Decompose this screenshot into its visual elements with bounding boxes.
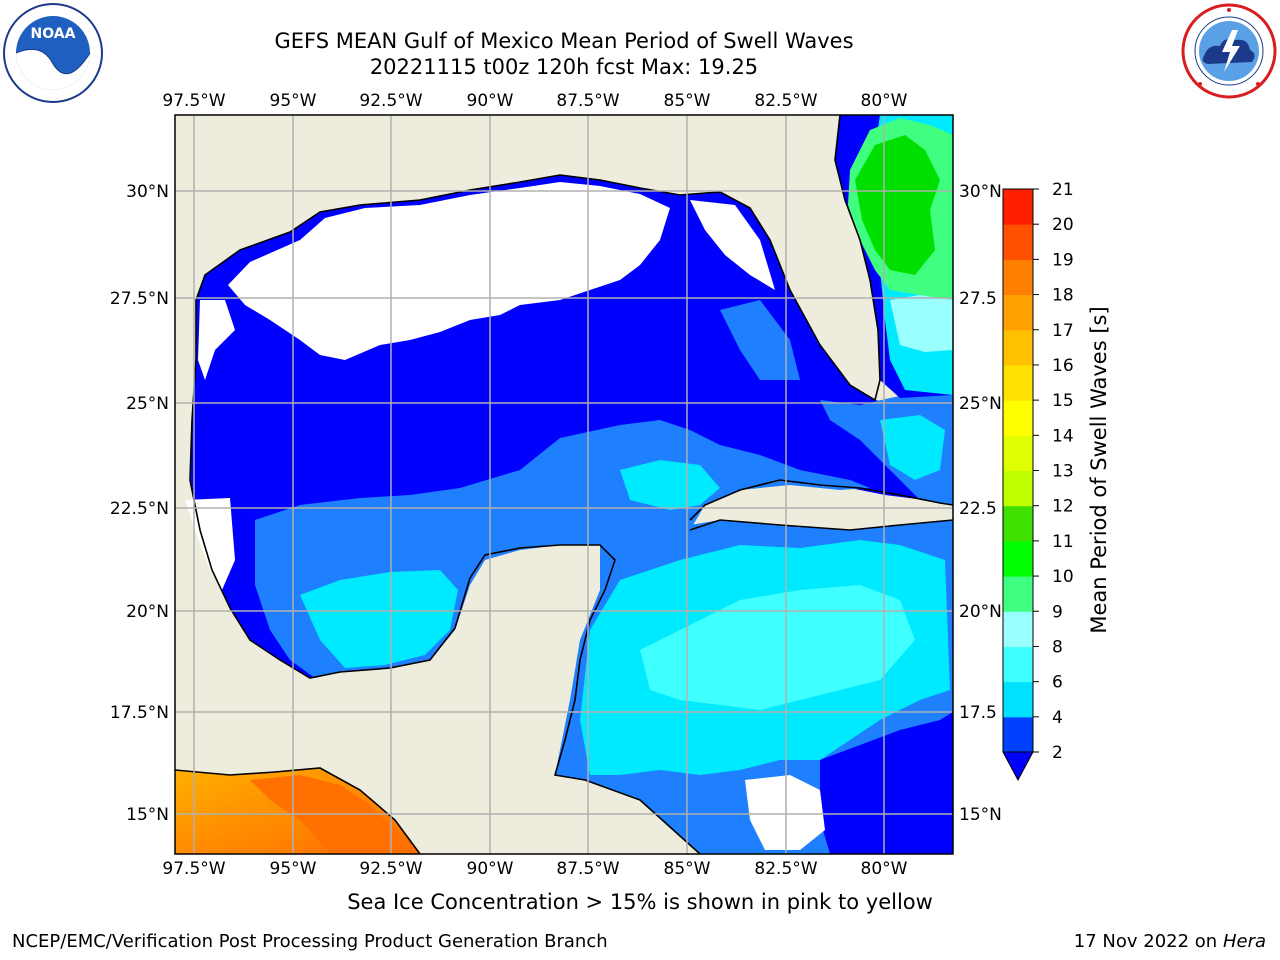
colorbar-segment: [1003, 435, 1033, 471]
sea-ice-caption: Sea Ice Concentration > 15% is shown in …: [347, 890, 933, 914]
colorbar-tick-label: 18: [1052, 286, 1074, 306]
caribbean-nodata: [745, 775, 825, 850]
atlantic-bright-green: [855, 135, 940, 275]
lon-label: 85°W: [664, 859, 711, 879]
bay-of-campeche-cyan: [300, 570, 458, 668]
colorbar-segment: [1003, 716, 1033, 753]
lon-labels-bottom: 97.5°W 95°W 92.5°W 90°W 87.5°W 85°W 82.5…: [162, 859, 907, 879]
lon-label: 90°W: [467, 91, 514, 111]
lon-label: 80°W: [861, 859, 908, 879]
colorbar-tick-label: 19: [1052, 250, 1074, 270]
lon-label: 82.5°W: [754, 91, 817, 111]
colorbar-tick-label: 20: [1052, 215, 1074, 235]
footer-date-text: 17 Nov 2022 on: [1073, 931, 1218, 952]
lon-label: 92.5°W: [359, 859, 422, 879]
lat-label: 25°N: [126, 394, 169, 414]
colorbar-segment: [1003, 505, 1033, 542]
colorbar-segment: [1003, 611, 1033, 647]
chart-title: GEFS MEAN Gulf of Mexico Mean Period of …: [274, 29, 854, 53]
lat-label: 20°N: [959, 602, 1002, 622]
lat-labels-right: 30°N 27.5 25°N 22.5 20°N 17.5 15°N: [959, 182, 1002, 825]
colorbar-tick-label: 16: [1052, 356, 1074, 376]
gulf-nodata-north: [228, 182, 670, 360]
lat-labels-left: 30°N 27.5°N 25°N 22.5°N 20°N 17.5°N 15°N: [110, 182, 169, 825]
florida-strait-cyan: [880, 415, 945, 480]
colorbar-segment: [1003, 329, 1033, 366]
colorbar-segment: [1003, 294, 1033, 331]
colorbar-tick-label: 11: [1052, 532, 1074, 552]
colorbar-segment: [1003, 576, 1033, 612]
colorbar: 2 4 6 8 9 10 11 12 13 14 15 16 17 18 19 20 21: [1002, 180, 1074, 782]
lon-label: 97.5°W: [162, 859, 225, 879]
colorbar-tick-label: 6: [1052, 673, 1063, 693]
lon-label: 95°W: [270, 859, 317, 879]
colorbar-segment: [1003, 646, 1033, 683]
footer-host: Hera: [1222, 931, 1266, 952]
chart-subtitle: 20221115 t00z 120h fcst Max: 19.25: [369, 55, 759, 79]
footer-branch: NCEP/EMC/Verification Post Processing Pr…: [12, 931, 608, 952]
colorbar-tick-label: 13: [1052, 462, 1074, 482]
colorbar-tick-label: 12: [1052, 497, 1074, 517]
lat-label: 25°N: [959, 394, 1002, 414]
colorbar-segment: [1003, 400, 1033, 436]
colorbar-segment: [1003, 259, 1033, 296]
colorbar-tick-label: 17: [1052, 321, 1074, 341]
colorbar-tick-label: 14: [1052, 426, 1074, 446]
central-gulf-cyan: [620, 460, 720, 510]
lat-label: 30°N: [126, 182, 169, 202]
lat-label: 27.5: [959, 289, 997, 309]
colorbar-tick-label: 9: [1052, 602, 1063, 622]
colorbar-segment: [1003, 364, 1033, 401]
lon-label: 95°W: [270, 91, 317, 111]
caribbean-deep-blue: [820, 712, 953, 854]
lat-label: 30°N: [959, 182, 1002, 202]
lon-label: 97.5°W: [162, 91, 225, 111]
lon-labels-top: 97.5°W 95°W 92.5°W 90°W 87.5°W 85°W 82.5…: [162, 91, 907, 111]
gulf-nodata-east: [690, 200, 775, 290]
east-gulf-medium: [720, 300, 800, 380]
atlantic-light-cyan: [890, 295, 953, 352]
colorbar-segment: [1003, 540, 1033, 577]
colorbar-tick-label: 2: [1052, 743, 1063, 763]
coastline: [175, 115, 953, 854]
lon-label: 90°W: [467, 859, 514, 879]
colorbar-segment: [1003, 224, 1033, 260]
noaa-logo-text: NOAA: [31, 26, 76, 42]
lon-label: 87.5°W: [556, 859, 619, 879]
colorbar-tick-label: 4: [1052, 708, 1063, 728]
lat-label: 17.5°N: [110, 703, 169, 723]
lat-label: 22.5: [959, 499, 997, 519]
colorbar-under-triangle: [1002, 751, 1034, 782]
colorbar-segment: [1003, 189, 1033, 225]
colorbar-tick-label: 8: [1052, 637, 1063, 657]
colorbar-tick-label: 10: [1052, 567, 1074, 587]
lon-label: 85°W: [664, 91, 711, 111]
lat-label: 15°N: [959, 805, 1002, 825]
lat-label: 17.5: [959, 703, 997, 723]
nws-logo: [1181, 3, 1277, 99]
lat-label: 22.5°N: [110, 499, 169, 519]
lon-label: 87.5°W: [556, 91, 619, 111]
colorbar-segment: [1003, 681, 1033, 718]
lat-label: 27.5°N: [110, 289, 169, 309]
caribbean-light-cyan: [640, 585, 915, 710]
colorbar-tick-label: 15: [1052, 391, 1074, 411]
lon-label: 80°W: [861, 91, 908, 111]
footer-date: 17 Nov 2022 on Hera: [1074, 931, 1266, 952]
gulf-nodata-west: [198, 300, 235, 380]
colorbar-tick-label: 21: [1052, 180, 1074, 200]
lon-label: 92.5°W: [359, 91, 422, 111]
colorbar-label: Mean Period of Swell Waves [s]: [1087, 306, 1111, 633]
noaa-logo: NOAA: [3, 3, 103, 103]
map-frame: [174, 114, 954, 855]
lat-label: 20°N: [126, 602, 169, 622]
colorbar-segment: [1003, 470, 1033, 507]
gridlines: [175, 115, 953, 854]
lon-label: 82.5°W: [754, 859, 817, 879]
lat-label: 15°N: [126, 805, 169, 825]
